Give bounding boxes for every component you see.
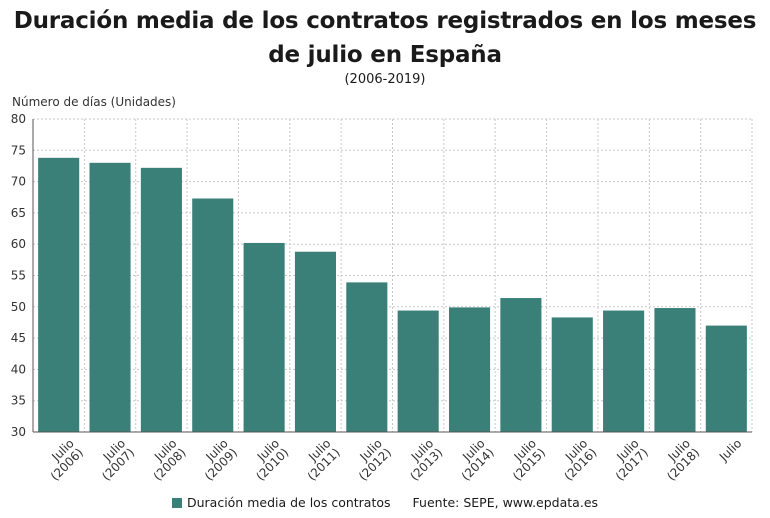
bar <box>192 198 234 432</box>
legend-label: Duración media de los contratos <box>186 495 391 510</box>
bar <box>346 282 388 432</box>
x-tick-label: Julio(2009) <box>193 436 240 483</box>
x-tick-label: Julio(2015) <box>501 436 548 483</box>
y-tick-label: 65 <box>11 206 26 220</box>
x-tick-label: Julio <box>716 436 744 464</box>
bar <box>551 317 593 432</box>
y-tick-label: 80 <box>11 112 26 126</box>
x-tick-label: Julio(2011) <box>295 436 342 483</box>
source-note: Fuente: SEPE, www.epdata.es <box>412 495 599 510</box>
y-tick-label: 35 <box>11 394 26 408</box>
y-tick-label: 50 <box>11 300 26 314</box>
y-tick-label: 40 <box>11 362 26 376</box>
legend-swatch <box>171 498 182 508</box>
bar <box>397 310 439 432</box>
bar <box>448 307 491 432</box>
bar <box>38 157 80 432</box>
chart-title: Duración media de los contratos registra… <box>13 8 757 68</box>
x-tick-label: Julio(2016) <box>552 436 599 483</box>
bar <box>500 298 542 432</box>
bar <box>705 325 747 432</box>
y-tick-label: 70 <box>11 175 26 189</box>
y-tick-label: 55 <box>11 269 26 283</box>
y-tick-label: 45 <box>11 331 26 345</box>
y-tick-label: 60 <box>11 237 26 251</box>
x-tick-label: Julio(2007) <box>90 436 137 483</box>
y-tick-label: 75 <box>11 143 26 157</box>
bar <box>603 310 645 432</box>
bar <box>294 251 337 432</box>
x-tick-label: Julio(2010) <box>244 436 291 483</box>
x-tick-label: Julio(2017) <box>604 436 651 483</box>
y-axis-label: Número de días (Unidades) <box>12 95 176 109</box>
legend: Duración media de los contratos Fuente: S… <box>0 495 770 510</box>
x-tick-label: Julio(2013) <box>398 436 445 483</box>
bar <box>243 242 285 432</box>
y-tick-label: 30 <box>11 425 26 439</box>
x-tick-label: Julio(2012) <box>347 436 394 483</box>
x-tick-label: Julio(2006) <box>39 436 86 483</box>
bar <box>654 308 696 432</box>
chart-subtitle: (2006-2019) <box>344 72 426 87</box>
x-tick-label: Julio(2008) <box>141 436 188 483</box>
x-tick-label: Julio(2018) <box>655 436 702 483</box>
x-tick-label: Julio(2014) <box>450 436 497 483</box>
bar <box>89 162 131 432</box>
bar <box>140 167 182 432</box>
